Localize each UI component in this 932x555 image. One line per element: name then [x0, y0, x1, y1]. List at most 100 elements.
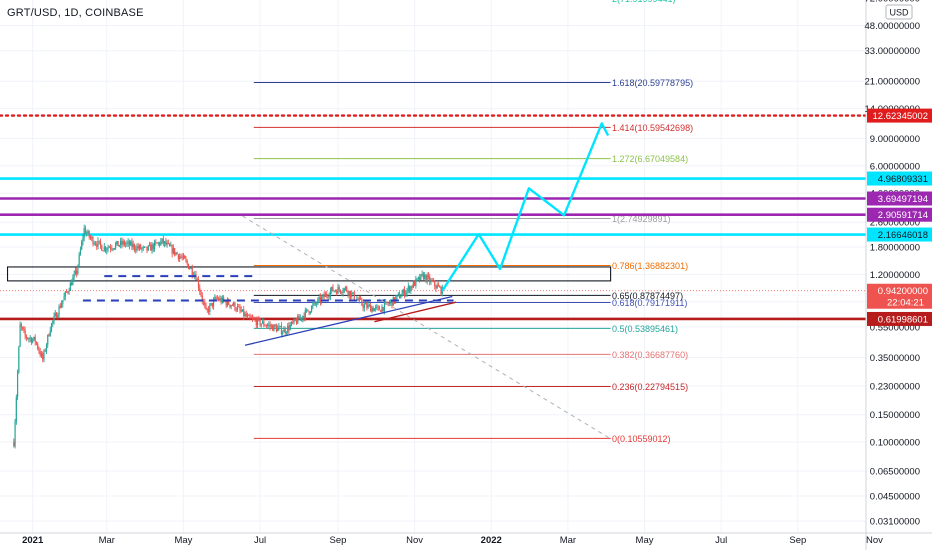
- candle-body: [349, 291, 352, 297]
- candle-body: [420, 274, 422, 280]
- time-axis[interactable]: [0, 533, 932, 550]
- candle-body: [426, 275, 428, 282]
- price-label-purple-level-upper[interactable]: [867, 191, 932, 206]
- red-trendline[interactable]: [374, 301, 457, 323]
- candle-body: [310, 306, 313, 312]
- price-label-cyan-level-lower[interactable]: [867, 227, 932, 242]
- candle-body: [431, 280, 433, 282]
- zone-box[interactable]: [6, 266, 612, 282]
- candle-body: [371, 307, 373, 312]
- candle-body: [380, 310, 382, 312]
- candle-body: [143, 246, 146, 248]
- candle-body: [367, 304, 369, 308]
- candle-body: [290, 321, 293, 325]
- ascending-trendline[interactable]: [244, 295, 453, 346]
- candle-body: [388, 302, 391, 305]
- candle-body: [326, 293, 328, 297]
- candle-body: [225, 301, 227, 306]
- candle-body: [328, 296, 330, 298]
- candle-body: [398, 293, 401, 299]
- fib-level-label: 1.272(6.67049584): [612, 154, 688, 164]
- candle-body: [376, 306, 378, 308]
- candle-body: [348, 291, 350, 296]
- candle-body: [294, 319, 296, 321]
- candle-body: [67, 291, 69, 293]
- candle-body: [422, 273, 425, 279]
- zone-box-layer: [6, 266, 612, 282]
- candle-body: [201, 295, 203, 301]
- price-label-resistance-level-top[interactable]: [867, 108, 932, 123]
- candle-body: [249, 315, 251, 318]
- candle-body: [102, 250, 104, 252]
- price-label-purple-level-lower[interactable]: [867, 207, 932, 222]
- candle-body: [97, 240, 99, 247]
- candle-body: [405, 292, 407, 296]
- current-price-tag[interactable]: [867, 283, 932, 309]
- candle-body: [18, 346, 20, 373]
- candle-body: [59, 306, 61, 308]
- currency-badge[interactable]: [885, 4, 913, 20]
- price-label-support-level-text: 0.61998601: [878, 314, 928, 325]
- candle-body: [391, 300, 393, 306]
- time-tick-label: Mar: [99, 535, 115, 546]
- candle-body: [125, 243, 127, 245]
- price-tick-label: 0.15000000: [870, 410, 920, 421]
- candle-body: [307, 309, 309, 312]
- candle-body: [321, 296, 323, 302]
- price-label-support-level[interactable]: [867, 311, 932, 326]
- candle-body: [219, 298, 221, 301]
- candle-body: [250, 317, 252, 319]
- candle-body: [112, 248, 114, 250]
- candle-body: [169, 243, 171, 247]
- candle-body: [63, 296, 65, 301]
- price-label-cyan-level-upper-text: 4.96809331: [878, 174, 928, 185]
- candle-body: [342, 291, 344, 293]
- candle-body: [30, 337, 33, 343]
- candle-body: [416, 278, 418, 280]
- current-price-value: 0.94200000: [878, 286, 928, 297]
- candle-body: [427, 275, 430, 277]
- candle-body: [421, 273, 423, 275]
- candle-body: [415, 278, 417, 286]
- candle-body: [123, 241, 125, 245]
- candle-body: [220, 298, 222, 303]
- candle-body: [191, 267, 193, 275]
- candle-body: [184, 255, 186, 259]
- candle-body: [25, 335, 27, 338]
- price-label-cyan-level-upper[interactable]: [867, 171, 932, 186]
- candle-body: [54, 313, 56, 316]
- candle-body: [256, 318, 259, 326]
- candle-body: [343, 288, 345, 292]
- candle-body: [293, 319, 295, 323]
- candle-body: [92, 237, 94, 245]
- time-tick-label: May: [636, 535, 654, 546]
- candle-body: [210, 302, 212, 305]
- price-projection-path[interactable]: [441, 122, 610, 292]
- candle-body: [223, 297, 225, 301]
- price-tick-label: 0.23000000: [870, 381, 920, 392]
- candle-body: [33, 336, 35, 340]
- price-axis[interactable]: [866, 0, 932, 550]
- candle-body: [312, 304, 314, 307]
- candle-body: [274, 324, 276, 327]
- candle-body: [255, 319, 257, 326]
- candle-body: [390, 300, 392, 303]
- candle-body: [137, 246, 139, 249]
- candle-body: [265, 325, 267, 327]
- candle-body: [202, 300, 205, 303]
- candle-body: [370, 305, 372, 312]
- candle-body: [68, 290, 70, 293]
- candle-body: [336, 290, 338, 294]
- candle-body: [87, 231, 89, 233]
- price-label-purple-level-upper-text: 3.69497194: [878, 194, 928, 205]
- candle-body: [218, 298, 220, 301]
- currency-badge-label: USD: [889, 8, 909, 18]
- price-tick-label: 0.04500000: [870, 491, 920, 502]
- price-tick-label: 0.06500000: [870, 467, 920, 478]
- candle-body: [284, 329, 286, 334]
- candle-body: [130, 241, 132, 246]
- candle-body: [377, 306, 379, 308]
- candle-body: [303, 316, 305, 319]
